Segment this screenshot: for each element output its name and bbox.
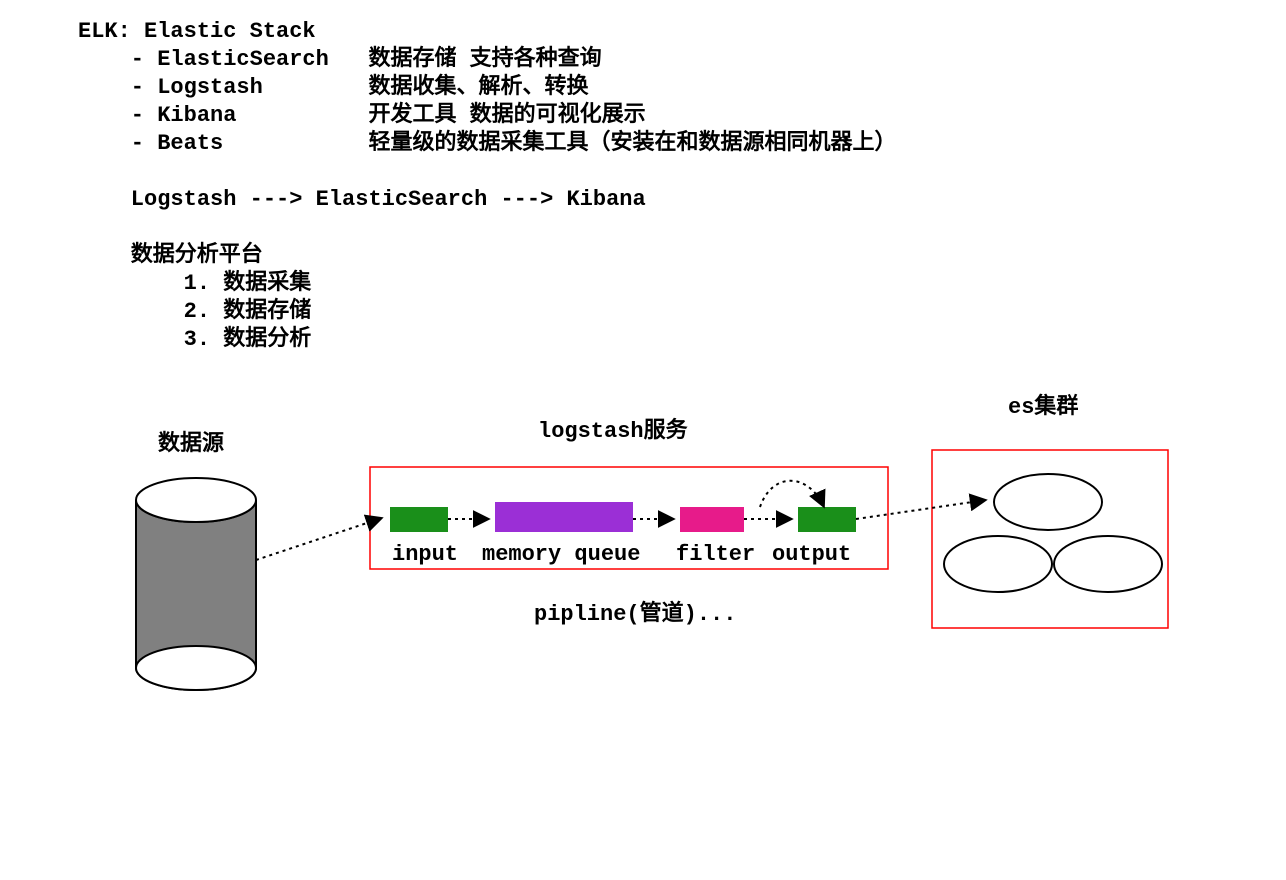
datasource-cylinder [136, 478, 256, 690]
pipeline-label: pipline(管道)... [534, 600, 736, 627]
stage-label-input: input [392, 542, 458, 567]
es-cluster-label: es集群 [1008, 393, 1078, 420]
stage-label-queue: memory queue [482, 542, 640, 567]
stage-queue [495, 502, 633, 532]
es-node-1 [944, 536, 1052, 592]
stage-input [390, 507, 448, 532]
es-node-2 [1054, 536, 1162, 592]
arrow [760, 481, 824, 507]
stage-filter [680, 507, 744, 532]
datasource-label: 数据源 [158, 430, 224, 457]
stage-label-output: output [772, 542, 851, 567]
arrow [856, 500, 986, 519]
stage-label-filter: filter [676, 542, 755, 567]
es-node-0 [994, 474, 1102, 530]
stage-output [798, 507, 856, 532]
elk-architecture-diagram: 数据源 logstash服务 input memory queue filter outp… [0, 0, 1286, 880]
arrow [256, 518, 382, 560]
logstash-service-label: logstash服务 [538, 418, 689, 444]
